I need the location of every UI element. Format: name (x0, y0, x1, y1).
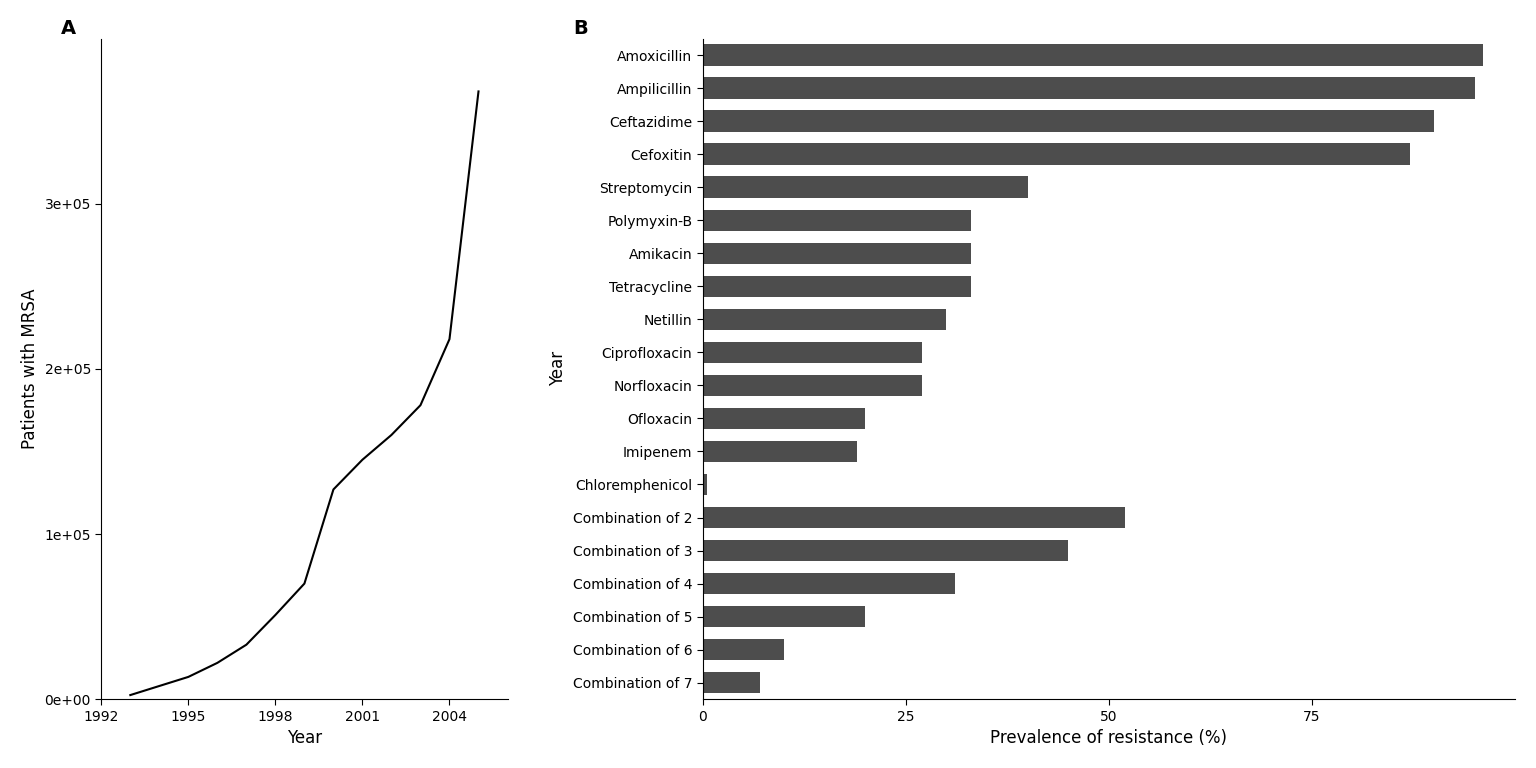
X-axis label: Year: Year (287, 729, 323, 747)
Bar (703, 606, 865, 627)
Bar (703, 540, 1069, 561)
Y-axis label: Year: Year (550, 351, 567, 386)
Bar (703, 276, 971, 297)
Bar (703, 375, 922, 396)
Bar (703, 144, 1410, 165)
Bar (703, 408, 865, 429)
Bar (703, 573, 954, 594)
Bar (703, 474, 707, 495)
Text: B: B (573, 18, 588, 38)
Bar (703, 78, 1475, 99)
Bar (703, 441, 857, 462)
Bar (703, 243, 971, 264)
Text: A: A (61, 18, 75, 38)
Bar (703, 342, 922, 363)
Bar (703, 45, 1482, 66)
Bar (703, 111, 1435, 132)
Bar (703, 210, 971, 231)
Bar (703, 309, 946, 330)
X-axis label: Prevalence of resistance (%): Prevalence of resistance (%) (991, 729, 1227, 747)
Bar (703, 639, 783, 660)
Y-axis label: Patients with MRSA: Patients with MRSA (22, 289, 38, 449)
Bar (703, 507, 1126, 528)
Bar (703, 177, 1028, 198)
Bar (703, 672, 760, 694)
